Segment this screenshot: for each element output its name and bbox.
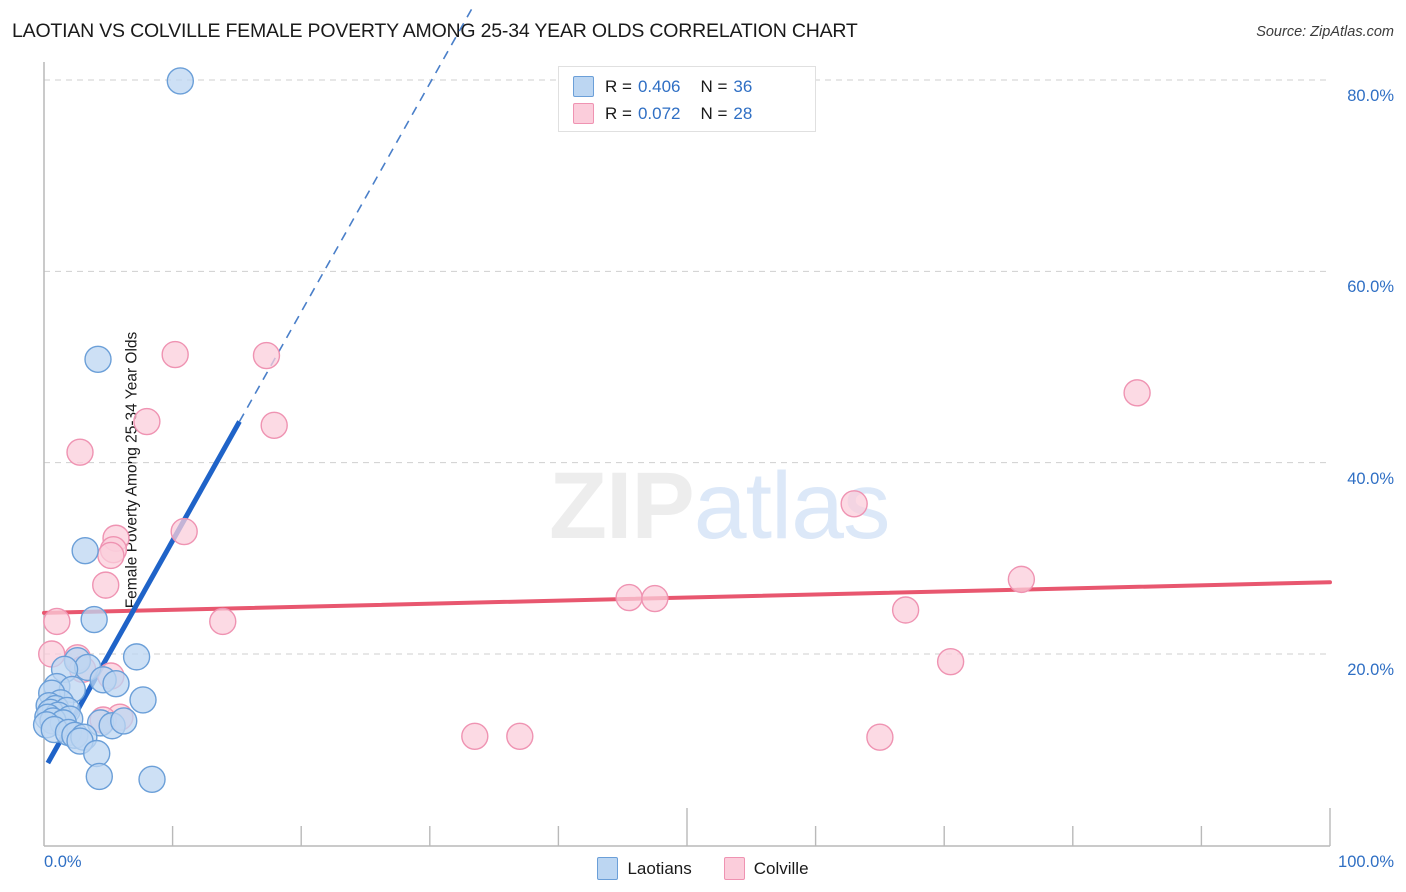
x-tick-label-100: 100.0% [1338, 853, 1394, 871]
y-tick-label-80: 80.0% [1347, 87, 1394, 105]
x-axis-ticks [171, 808, 1331, 846]
scatter-plot-svg [32, 3, 1332, 847]
r-label-laotians: R = [605, 76, 632, 96]
data-points-colville [38, 340, 1151, 751]
n-value-colville: 28 [733, 103, 753, 123]
plot-area: ZIPatlas [32, 3, 1332, 847]
correlation-row-laotians: R = 0.406 N = 36 [573, 73, 805, 100]
legend-swatch-colville [573, 103, 594, 124]
y-tick-label-60: 60.0% [1347, 278, 1394, 297]
correlation-legend: R = 0.406 N = 36 R = 0.072 N = 28 [558, 66, 816, 132]
series-swatch-colville [723, 857, 745, 880]
series-legend-item-colville[interactable]: Colville [723, 857, 809, 880]
source-attribution: Source: ZipAtlas.com [1256, 24, 1394, 40]
x-tick-label-0: 0.0% [44, 853, 82, 871]
series-swatch-laotians [597, 857, 619, 880]
n-label-colville: N = [700, 103, 728, 123]
trendline-laotians [45, 3, 476, 765]
r-value-colville: 0.072 [637, 103, 681, 123]
r-value-laotians: 0.406 [637, 76, 681, 96]
correlation-row-colville: R = 0.072 N = 28 [573, 100, 805, 127]
page-title: LAOTIAN VS COLVILLE FEMALE POVERTY AMONG… [12, 20, 858, 42]
trendline-colville [42, 580, 1332, 615]
gridlines [44, 79, 1330, 655]
y-tick-label-20: 20.0% [1347, 661, 1394, 679]
n-value-laotians: 36 [733, 76, 753, 96]
axis-lines [43, 62, 1330, 847]
legend-swatch-laotians [573, 76, 594, 97]
series-legend: Laotians Colville [0, 857, 1406, 880]
y-axis-title-container: Female Poverty Among 25-34 Year Olds [8, 270, 140, 670]
series-label-laotians: Laotians [627, 858, 692, 878]
r-label-colville: R = [605, 103, 632, 123]
y-tick-label-40: 40.0% [1347, 469, 1394, 488]
series-label-colville: Colville [753, 858, 809, 878]
series-legend-item-laotians[interactable]: Laotians [597, 857, 692, 880]
data-points-laotians [32, 67, 195, 794]
n-label-laotians: N = [700, 76, 728, 96]
